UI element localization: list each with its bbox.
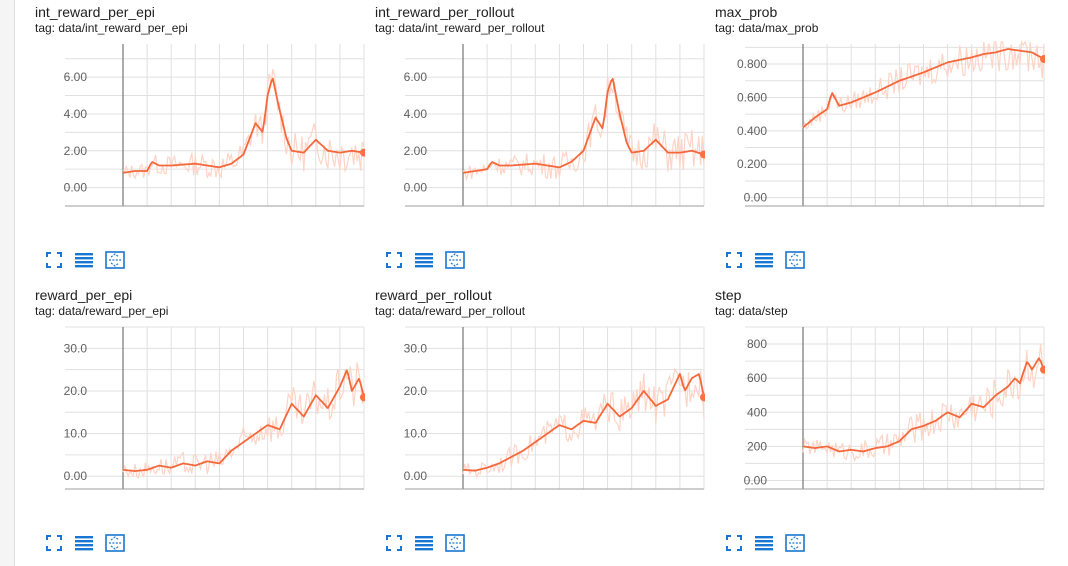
list-icon[interactable] xyxy=(74,250,94,270)
chart-tag: tag: data/reward_per_rollout xyxy=(375,304,526,318)
series-end-marker xyxy=(1040,365,1045,374)
y-tick-label: 0.00 xyxy=(64,181,88,195)
left-sidebar xyxy=(0,0,15,566)
y-tick-label: 20.0 xyxy=(64,384,88,398)
smoothed-series-line xyxy=(122,369,365,473)
fullscreen-icon[interactable] xyxy=(44,250,64,270)
fit-to-data-icon[interactable] xyxy=(445,250,465,270)
x-gridlines xyxy=(486,327,705,489)
list-icon[interactable] xyxy=(74,533,94,553)
chart-card: reward_per_rollout tag: data/reward_per_r… xyxy=(375,283,705,559)
smoothed-series-line xyxy=(802,357,1045,453)
chart-card: int_reward_per_rollout tag: data/int_rewa… xyxy=(375,0,705,276)
line-chart[interactable]: 0.00 2.00 4.00 6.00 xyxy=(375,36,705,212)
chart-tag: tag: data/int_reward_per_epi xyxy=(35,21,188,35)
y-gridlines xyxy=(405,58,704,207)
x-gridlines xyxy=(146,44,365,206)
smoothed-series-line xyxy=(802,48,1045,129)
series-end-marker xyxy=(700,393,705,402)
chart-title: reward_per_epi xyxy=(35,287,133,303)
series-end-marker xyxy=(360,148,365,157)
smoothed-series-line xyxy=(122,77,365,174)
x-gridlines xyxy=(486,44,705,206)
y-tick-label: 2.00 xyxy=(64,144,88,158)
y-gridlines xyxy=(65,58,364,207)
raw-series-line xyxy=(122,68,365,180)
list-icon[interactable] xyxy=(414,533,434,553)
fullscreen-icon[interactable] xyxy=(384,533,404,553)
chart-title: int_reward_per_rollout xyxy=(375,4,515,20)
line-chart[interactable]: 0.00 2.00 4.00 6.00 xyxy=(35,36,365,212)
chart-tag: tag: data/step xyxy=(715,304,788,318)
y-tick-label: 200 xyxy=(747,439,767,453)
y-gridlines xyxy=(745,46,1044,199)
line-chart[interactable]: 0.00 200 400 600 800 xyxy=(715,319,1045,495)
y-tick-label: 6.00 xyxy=(404,70,428,84)
fullscreen-icon[interactable] xyxy=(724,533,744,553)
fit-to-data-icon[interactable] xyxy=(785,250,805,270)
x-gridlines xyxy=(146,327,365,489)
y-tick-label: 0.00 xyxy=(64,469,88,483)
fit-to-data-icon[interactable] xyxy=(785,533,805,553)
y-tick-label: 0.400 xyxy=(737,124,767,138)
chart-tag: tag: data/max_prob xyxy=(715,21,819,35)
y-tick-label: 0.800 xyxy=(737,57,767,71)
line-chart[interactable]: 0.00 10.0 20.0 30.0 xyxy=(35,319,365,495)
y-tick-label: 0.00 xyxy=(404,181,428,195)
smoothed-series-line xyxy=(462,373,705,472)
x-gridlines xyxy=(826,327,1045,489)
chart-tag: tag: data/int_reward_per_rollout xyxy=(375,21,545,35)
chart-title: int_reward_per_epi xyxy=(35,4,155,20)
y-tick-label: 4.00 xyxy=(404,107,428,121)
chart-card: reward_per_epi tag: data/reward_per_epi 0.… xyxy=(35,283,365,559)
fullscreen-icon[interactable] xyxy=(44,533,64,553)
list-icon[interactable] xyxy=(754,533,774,553)
line-chart[interactable]: 0.00 10.0 20.0 30.0 xyxy=(375,319,705,495)
list-icon[interactable] xyxy=(414,250,434,270)
line-chart[interactable]: 0.00 0.200 0.400 0.600 0.800 xyxy=(715,36,1045,212)
y-tick-label: 800 xyxy=(747,337,767,351)
y-tick-label: 30.0 xyxy=(404,341,428,355)
fullscreen-icon[interactable] xyxy=(384,250,404,270)
series-end-marker xyxy=(1040,55,1045,64)
y-tick-label: 4.00 xyxy=(64,107,88,121)
y-tick-label: 400 xyxy=(747,405,767,419)
chart-card: max_prob tag: data/max_prob 0.00 0.200 0.400… xyxy=(715,0,1045,276)
chart-title: step xyxy=(715,287,742,303)
smoothed-series-line xyxy=(462,78,705,174)
raw-series-line xyxy=(122,362,365,479)
raw-series-line xyxy=(462,368,705,480)
y-tick-label: 10.0 xyxy=(64,427,88,441)
y-gridlines xyxy=(405,326,704,477)
raw-series-line xyxy=(802,344,1045,463)
y-tick-label: 6.00 xyxy=(64,70,88,84)
chart-tag: tag: data/reward_per_epi xyxy=(35,304,169,318)
y-tick-label: 0.200 xyxy=(737,157,767,171)
chart-title: max_prob xyxy=(715,4,778,20)
raw-series-line xyxy=(802,39,1045,130)
fit-to-data-icon[interactable] xyxy=(445,533,465,553)
chart-card: step tag: data/step 0.00 200 400 600 800 xyxy=(715,283,1045,559)
raw-series-line xyxy=(462,76,705,182)
y-tick-label: 0.00 xyxy=(744,191,768,205)
list-icon[interactable] xyxy=(754,250,774,270)
series-end-marker xyxy=(360,393,365,402)
chart-card: int_reward_per_epi tag: data/int_reward_p… xyxy=(35,0,365,276)
x-gridlines xyxy=(826,44,1045,206)
y-tick-label: 0.00 xyxy=(404,469,428,483)
y-tick-label: 0.00 xyxy=(744,473,768,487)
fullscreen-icon[interactable] xyxy=(724,250,744,270)
series-end-marker xyxy=(700,150,705,159)
y-tick-label: 10.0 xyxy=(404,427,428,441)
y-tick-label: 2.00 xyxy=(404,144,428,158)
y-gridlines xyxy=(745,326,1044,481)
y-gridlines xyxy=(65,326,364,477)
chart-title: reward_per_rollout xyxy=(375,287,492,303)
fit-to-data-icon[interactable] xyxy=(105,533,125,553)
y-tick-label: 30.0 xyxy=(64,341,88,355)
y-tick-label: 600 xyxy=(747,371,767,385)
y-tick-label: 0.600 xyxy=(737,90,767,104)
fit-to-data-icon[interactable] xyxy=(105,250,125,270)
y-tick-label: 20.0 xyxy=(404,384,428,398)
